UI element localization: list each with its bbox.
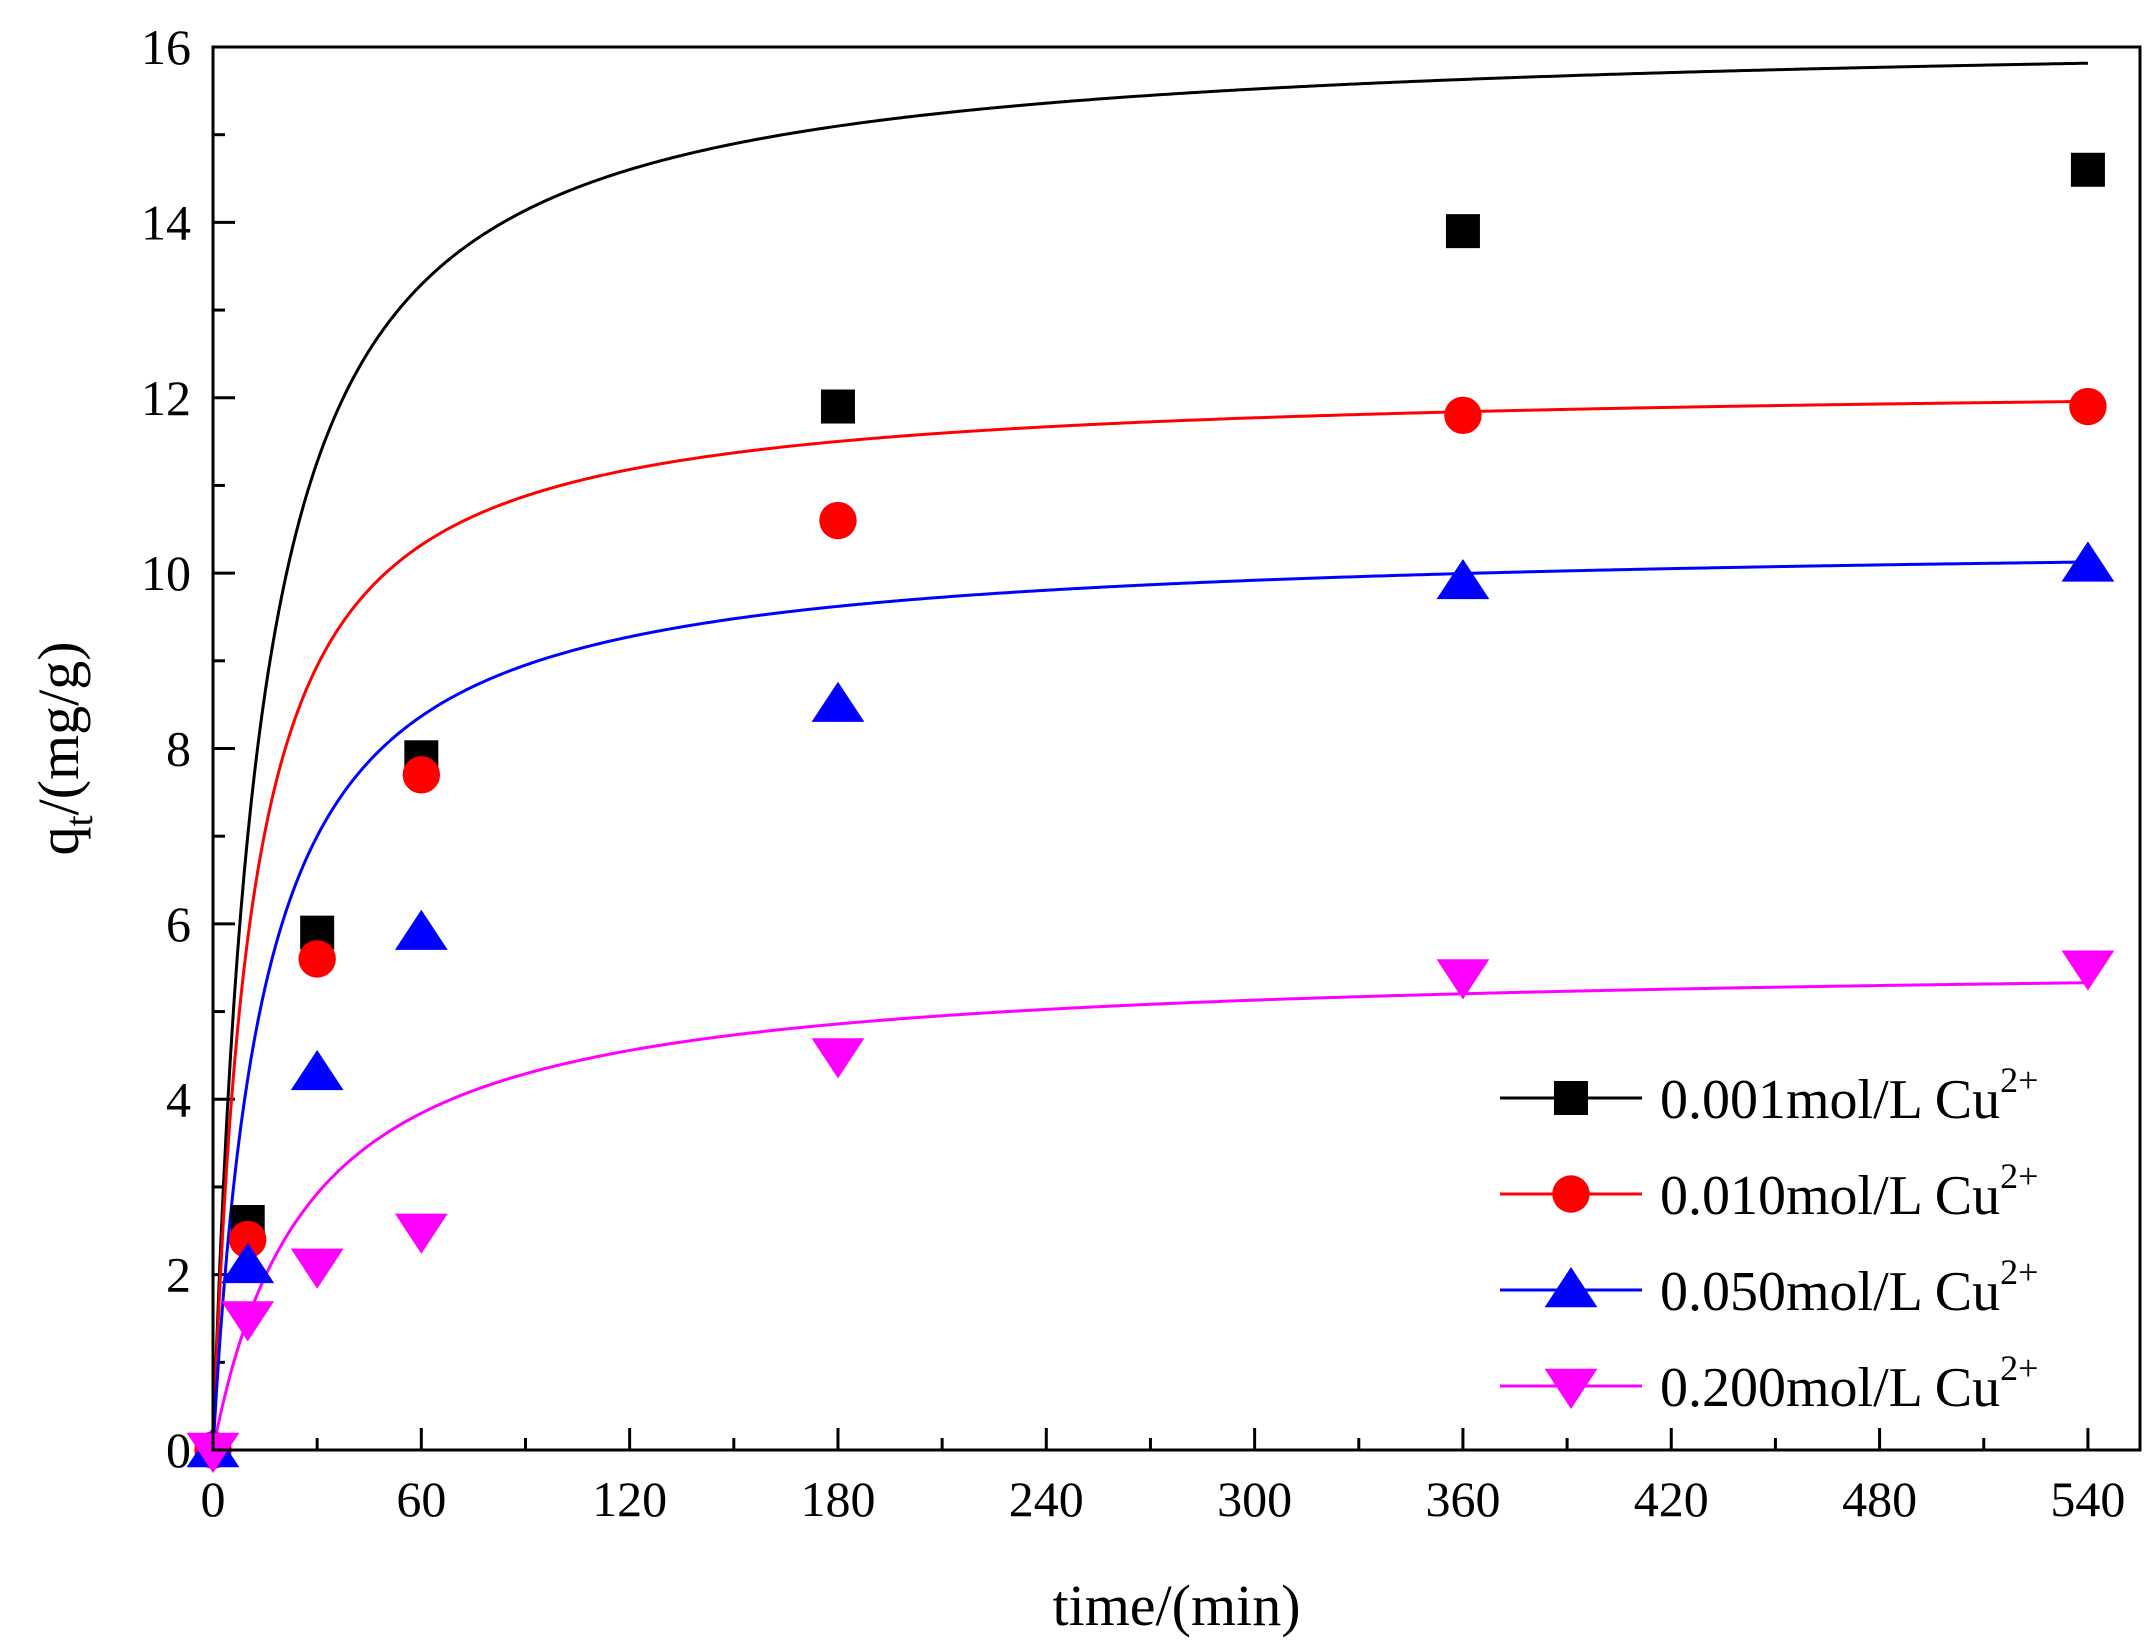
data-point-series-4 [2061,950,2115,991]
data-point-series-3 [221,1242,275,1284]
y-tick-label: 8 [166,721,191,777]
legend-marker [1554,1081,1588,1115]
fit-curve-1 [211,61,2088,1451]
x-tick-label: 360 [1425,1471,1500,1527]
data-point-series-3 [290,1049,344,1091]
y-tick-label: 4 [166,1071,191,1127]
x-tick-label: 480 [1842,1471,1917,1527]
data-point-series-3 [2061,541,2115,582]
plot-frame [211,45,2142,1452]
legend-marker [1552,1175,1590,1213]
data-point-series-4 [290,1248,344,1289]
data-point-series-1 [820,389,855,424]
x-tick-label: 240 [1009,1471,1084,1527]
data-point-series-3 [811,681,865,722]
tick-labels: 0 60 120 180 240 300 360 420 480 540 0 2 4 6 8 10 12 14 16 [141,19,2125,1527]
data-point-series-4 [1436,959,1490,1000]
data-point-series-2 [229,1220,267,1259]
fit-curve-2 [211,399,2088,1451]
data-point-series-1 [2070,152,2105,187]
y-axis-title: qt/(mg/g) [26,641,101,855]
data-point-series-2 [298,940,336,978]
x-tick-label: 540 [2050,1471,2125,1527]
y-tick-label: 10 [141,545,191,601]
y-axis-title-main: q [26,827,91,856]
data-point-series-2 [1444,396,1482,434]
data-point-series-1 [1445,214,1480,249]
y-tick-label: 12 [141,370,191,426]
data-point-series-3 [394,909,448,950]
x-tick-label: 180 [800,1471,875,1527]
y-tick-label: 16 [141,19,191,75]
y-tick-label: 2 [166,1247,191,1303]
legend-marker [1544,1368,1598,1409]
data-point-series-2 [2069,387,2107,426]
x-axis-title: time/(min) [1052,1573,1300,1638]
x-tick-label: 420 [1634,1471,1709,1527]
axis-ticks [211,45,2090,1452]
data-point-series-2 [402,756,441,794]
y-axis-title-subscript: t [56,815,101,826]
data-point-series-4 [221,1301,275,1342]
y-tick-label: 6 [166,896,191,952]
fit-curve-4 [211,981,2088,1451]
x-tick-label: 120 [592,1471,667,1527]
legend: 0.001mol/L Cu2+ 0.010mol/L Cu2+ 0.050mol/L… [1500,1060,2038,1419]
legend-label: 0.001mol/L Cu2+ [1660,1060,2038,1131]
y-axis-title-rest: /(mg/g) [26,641,91,815]
data-point-series-4 [186,1432,240,1473]
legend-label: 0.200mol/L Cu2+ [1660,1348,2038,1419]
y-tick-label: 14 [141,194,191,250]
data-point-series-4 [394,1213,448,1254]
fit-curve-3 [211,560,2088,1451]
data-point-series-2 [819,501,857,540]
data-point-series-4 [811,1038,865,1079]
y-tick-label: 0 [166,1422,191,1478]
legend-label: 0.050mol/L Cu2+ [1660,1252,2038,1323]
fit-curves [211,61,2088,1451]
x-tick-label: 60 [396,1471,446,1527]
legend-label: 0.010mol/L Cu2+ [1660,1156,2038,1227]
x-tick-label: 300 [1217,1471,1292,1527]
legend-marker [1544,1267,1598,1308]
x-tick-label: 0 [201,1471,226,1527]
data-point-series-3 [1436,558,1490,600]
